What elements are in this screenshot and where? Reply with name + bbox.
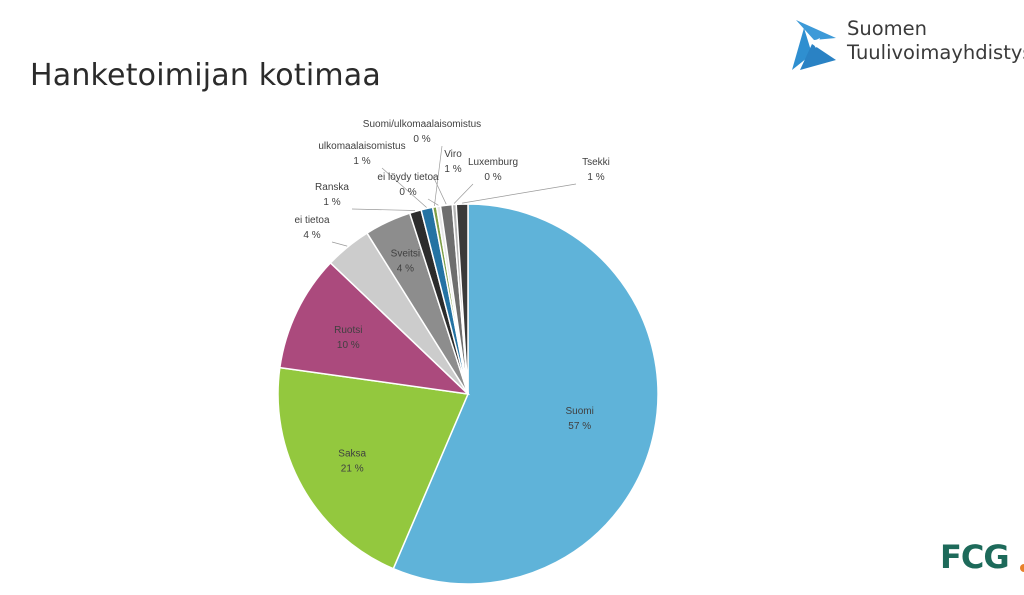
slice-label-saksa: Saksa — [338, 448, 366, 459]
leader-line-viro — [432, 175, 447, 205]
leader-line-suomi-ulkomaalaisomistus — [434, 145, 443, 207]
slice-value-ei-tietoa: 4 % — [303, 230, 320, 241]
pie-slice-ruotsi — [279, 261, 471, 396]
leader-line-ranska — [351, 208, 416, 211]
slice-value-sveitsi: 4 % — [397, 264, 414, 275]
slice-value-suomi-ulkomaalaisomistus: 0 % — [413, 134, 430, 145]
slice-label-suomi-ulkomaalaisomistus: Suomi/ulkomaalaisomistus — [363, 119, 481, 130]
brand-name-line1: Suomen — [847, 17, 928, 40]
leader-line-tsekki — [462, 183, 577, 204]
slice-label-ei-tietoa: ei tietoa — [294, 215, 329, 226]
pie-slice-saksa — [277, 366, 470, 570]
slice-value-tsekki: 1 % — [587, 172, 604, 183]
slice-value-ulkomaalaisomistus: 1 % — [353, 156, 370, 167]
data-labels: Suomi 57 % Saksa 21 % Ruotsi 10 % ei tietoa 4 %… — [294, 119, 609, 474]
slice-label-suomi: Suomi — [566, 406, 594, 417]
slice-label-ruotsi: Ruotsi — [334, 325, 362, 336]
slice-value-luxemburg: 0 % — [484, 172, 501, 183]
fcg-logo-dot — [1020, 564, 1024, 572]
slice-label-sveitsi: Sveitsi — [391, 249, 420, 260]
brand-block: Suomen Tuulivoimayhdistys — [790, 14, 1024, 74]
slice-value-ei-l-ydy-tietoa: 0 % — [399, 187, 416, 198]
slice-label-luxemburg: Luxemburg — [468, 157, 518, 168]
slice-value-saksa: 21 % — [341, 463, 364, 474]
brand-name: Suomen Tuulivoimayhdistys — [847, 17, 1024, 65]
wind-turbine-logo-icon — [792, 20, 836, 70]
fcg-logo: FCG — [940, 538, 1024, 580]
slice-label-ranska: Ranska — [315, 182, 349, 193]
leader-lines — [331, 145, 577, 247]
slice-label-ulkomaalaisomistus: ulkomaalaisomistus — [318, 141, 405, 152]
pie-slice-suomi — [392, 203, 659, 585]
slide-title: Hanketoimijan kotimaa — [30, 58, 381, 93]
slice-label-ei-l-ydy-tietoa: ei löydy tietoa — [377, 172, 439, 183]
leader-line-ei-tietoa — [331, 241, 348, 247]
leader-line-luxemburg — [453, 183, 474, 204]
pie-slice-tsekki — [455, 203, 469, 395]
slice-value-suomi: 57 % — [568, 421, 591, 432]
slice-value-ruotsi: 10 % — [337, 340, 360, 351]
fcg-logo-text: FCG — [940, 538, 1010, 576]
slice-value-viro: 1 % — [444, 164, 461, 175]
pie-slices — [277, 203, 659, 585]
leader-line-ulkomaalaisomistus — [381, 167, 427, 208]
slice-value-ranska: 1 % — [323, 197, 340, 208]
leader-line-ei-l-ydy-tietoa — [427, 198, 439, 206]
slice-label-viro: Viro — [444, 149, 462, 160]
brand-name-line2: Tuulivoimayhdistys — [847, 41, 1024, 64]
slice-label-tsekki: Tsekki — [582, 157, 610, 168]
